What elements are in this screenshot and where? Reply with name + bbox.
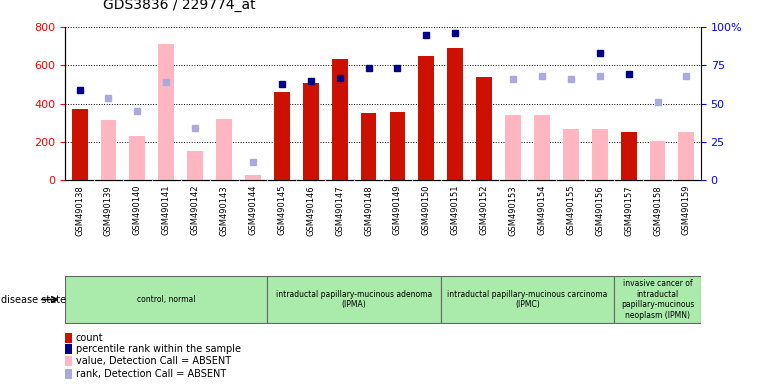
Bar	[534, 115, 550, 180]
Bar	[245, 175, 261, 180]
Bar	[418, 56, 434, 180]
Text: invasive cancer of
intraductal
papillary-mucinous
neoplasm (IPMN): invasive cancer of intraductal papillary…	[621, 280, 694, 319]
Text: GSM490139: GSM490139	[104, 185, 113, 235]
Text: intraductal papillary-mucinous adenoma
(IPMA): intraductal papillary-mucinous adenoma (…	[276, 290, 432, 309]
Text: count: count	[76, 333, 103, 343]
Bar	[505, 115, 521, 180]
Bar	[476, 77, 492, 180]
Text: intraductal papillary-mucinous carcinoma
(IPMC): intraductal papillary-mucinous carcinoma…	[447, 290, 607, 309]
Text: GSM490156: GSM490156	[595, 185, 604, 235]
Text: GSM490154: GSM490154	[538, 185, 546, 235]
Text: GSM490159: GSM490159	[682, 185, 691, 235]
Text: GSM490142: GSM490142	[191, 185, 200, 235]
Text: GSM490140: GSM490140	[133, 185, 142, 235]
Text: GSM490155: GSM490155	[566, 185, 575, 235]
Text: GSM490146: GSM490146	[306, 185, 316, 235]
Text: GSM490138: GSM490138	[75, 185, 84, 236]
Text: GSM490152: GSM490152	[480, 185, 489, 235]
Bar	[71, 109, 87, 180]
Text: GSM490141: GSM490141	[162, 185, 171, 235]
Text: percentile rank within the sample: percentile rank within the sample	[76, 344, 241, 354]
Text: GDS3836 / 229774_at: GDS3836 / 229774_at	[103, 0, 256, 12]
Text: GSM490151: GSM490151	[450, 185, 460, 235]
Bar	[592, 129, 607, 180]
Bar	[679, 131, 695, 180]
Bar	[447, 48, 463, 180]
Text: GSM490153: GSM490153	[509, 185, 518, 235]
Text: GSM490150: GSM490150	[422, 185, 430, 235]
Bar	[159, 44, 174, 180]
Text: GSM490149: GSM490149	[393, 185, 402, 235]
Bar	[129, 136, 146, 180]
Bar	[614, 276, 701, 323]
Text: value, Detection Call = ABSENT: value, Detection Call = ABSENT	[76, 356, 231, 366]
Text: rank, Detection Call = ABSENT: rank, Detection Call = ABSENT	[76, 369, 226, 379]
Bar	[100, 120, 116, 180]
Bar	[65, 276, 267, 323]
Text: GSM490145: GSM490145	[277, 185, 286, 235]
Text: GSM490158: GSM490158	[653, 185, 662, 235]
Bar	[620, 131, 637, 180]
Text: control, normal: control, normal	[137, 295, 195, 304]
Text: GSM490157: GSM490157	[624, 185, 633, 235]
Bar	[187, 151, 203, 180]
Text: GSM490144: GSM490144	[248, 185, 257, 235]
Bar	[389, 112, 405, 180]
Bar	[332, 59, 348, 180]
Bar	[267, 276, 440, 323]
Text: GSM490148: GSM490148	[364, 185, 373, 235]
Bar	[650, 141, 666, 180]
Bar	[303, 83, 319, 180]
Bar	[361, 113, 377, 180]
Bar	[216, 119, 232, 180]
Text: GSM490143: GSM490143	[220, 185, 228, 235]
Bar	[440, 276, 614, 323]
Text: disease state: disease state	[1, 295, 66, 305]
Bar	[274, 92, 290, 180]
Bar	[563, 129, 579, 180]
Text: GSM490147: GSM490147	[336, 185, 344, 235]
